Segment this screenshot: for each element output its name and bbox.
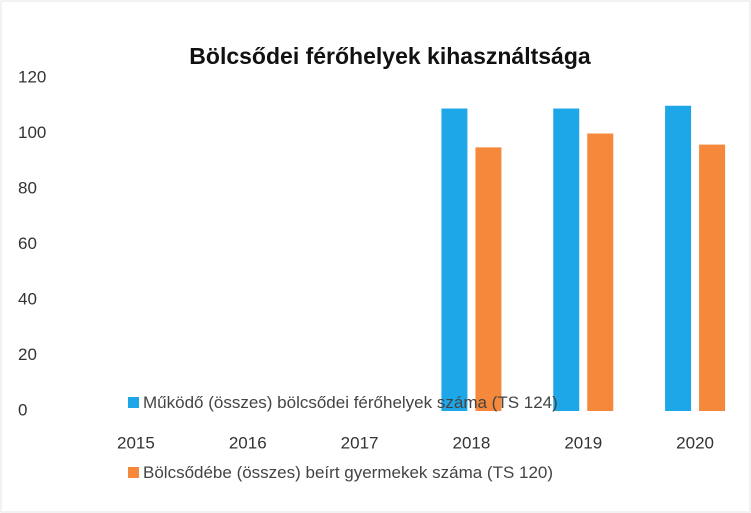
legend-label: Működő (összes) bölcsődei férőhelyek szá…: [143, 393, 558, 412]
legend-swatch: [128, 397, 139, 408]
y-tick-label: 40: [18, 289, 37, 308]
y-tick-label: 120: [18, 67, 46, 86]
legend-entry: Bölcsődébe (összes) beírt gyermekek szám…: [128, 458, 588, 488]
bar: [553, 108, 580, 412]
bar: [665, 105, 692, 411]
legend-swatch: [128, 467, 139, 478]
y-tick-label: 0: [18, 400, 27, 419]
x-tick-label: 2018: [453, 433, 491, 452]
x-tick-label: 2016: [229, 433, 267, 452]
chart-title: Bölcsődei férőhelyek kihasználtsága: [189, 43, 591, 69]
bar: [441, 108, 468, 412]
y-tick-label: 60: [18, 234, 37, 253]
y-tick-label: 80: [18, 178, 37, 197]
legend-entry: Működő (összes) bölcsődei férőhelyek szá…: [128, 388, 728, 418]
bar: [587, 133, 614, 411]
bar: [699, 144, 726, 411]
x-tick-label: 2015: [117, 433, 155, 452]
x-tick-label: 2019: [564, 433, 602, 452]
y-tick-label: 20: [18, 345, 37, 364]
y-tick-label: 100: [18, 123, 46, 142]
bar: [475, 147, 502, 411]
x-tick-label: 2020: [676, 433, 714, 452]
x-tick-label: 2017: [341, 433, 379, 452]
legend-label: Bölcsődébe (összes) beírt gyermekek szám…: [143, 463, 554, 482]
